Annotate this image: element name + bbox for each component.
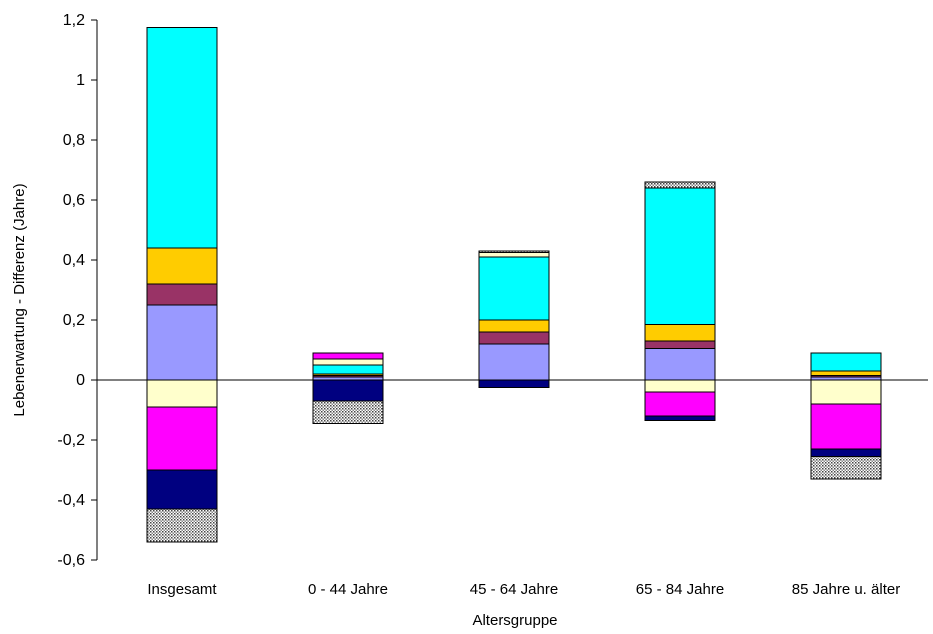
bar-segment [644,324,716,342]
bar-segment [644,391,716,417]
y-tick-label: 0 [76,372,85,389]
bar-segment [478,379,550,388]
y-tick-label: -0,6 [57,552,85,569]
bar-segment [644,348,716,381]
x-axis-title: Altersgruppe [472,612,557,629]
bar-segment [478,343,550,381]
bars [146,27,882,543]
bar-segment [312,358,384,366]
y-tick-label: 0,8 [63,132,85,149]
bar-segment [146,469,218,510]
bar-segment [146,508,218,543]
bar-segment [312,400,384,424]
bar-segment [810,370,882,376]
bar-segment [810,403,882,450]
bar-segment [146,283,218,306]
bar-segment [146,379,218,408]
bar-segment [644,181,716,189]
bar-segment [810,379,882,405]
bar-segment [810,456,882,480]
bar-segment [810,352,882,372]
category-label: 65 - 84 Jahre [636,581,724,598]
category-label: 45 - 64 Jahre [470,581,558,598]
y-axis-title: Lebenerwartung - Differenz (Jahre) [11,183,28,416]
bar-segment [312,364,384,375]
bar-segment [644,340,716,349]
bar-segment [146,406,218,471]
bar-segment [644,379,716,393]
bar-segment [478,256,550,321]
category-labels: Insgesamt 0 - 44 Jahre 45 - 64 Jahre 65 - 8… [147,581,900,598]
category-label: 85 Jahre u. älter [792,581,900,598]
y-tick-label: 1 [76,72,85,89]
bar-segment [146,304,218,381]
bar-segment [312,379,384,402]
bar-segment [644,415,716,421]
bar-segment [478,331,550,345]
y-tick-label: 0,2 [63,312,85,329]
y-tick-label: 0,4 [63,252,85,269]
y-tick-label: -0,2 [57,432,85,449]
category-label: 0 - 44 Jahre [308,581,388,598]
bar-segment [478,252,550,258]
category-label: Insgesamt [147,581,217,598]
y-tick-label: -0,4 [57,492,85,509]
y-axis-ticks: -0,6 -0,4 -0,2 0 0,2 0,4 0,6 0,8 1 1,2 [57,12,97,569]
bar-segment [478,250,550,253]
y-tick-label: 1,2 [63,12,85,29]
bar-segment [312,352,384,360]
bar-segment [644,187,716,325]
bar-segment [478,319,550,333]
y-tick-label: 0,6 [63,192,85,209]
bar-segment [146,247,218,285]
bar-segment [810,448,882,457]
bar-segment [146,27,218,249]
